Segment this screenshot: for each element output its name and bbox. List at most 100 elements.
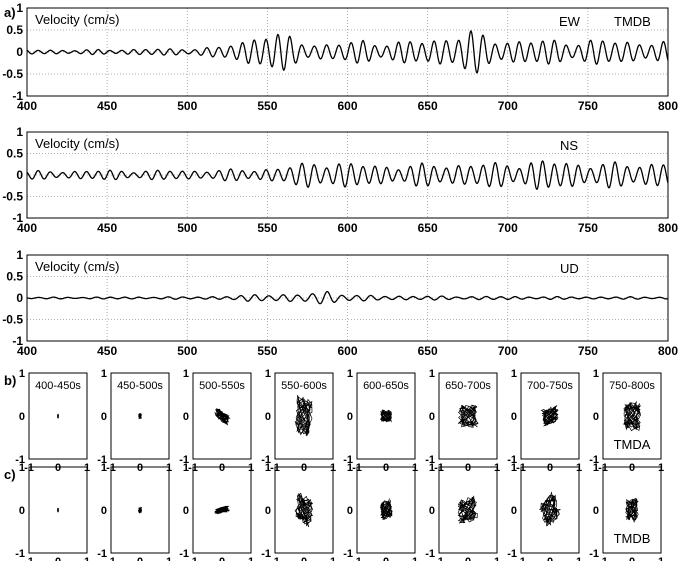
x-tick-label: 700 bbox=[498, 344, 518, 358]
panel-label-c: c) bbox=[4, 467, 16, 482]
y-tick-label: 0 bbox=[347, 505, 353, 517]
x-tick-label: 0 bbox=[301, 556, 307, 561]
hodogram-frame bbox=[274, 372, 334, 460]
hodogram-frame bbox=[192, 372, 252, 460]
y-tick-label: 0 bbox=[347, 411, 353, 423]
y-tick-label: 0 bbox=[101, 505, 107, 517]
y-tick-label: -1 bbox=[12, 211, 23, 225]
hodogram-2-6: -1 0 1 1 0 -1 bbox=[425, 462, 500, 561]
particle-motion-trace bbox=[294, 395, 313, 437]
x-tick-label: 650 bbox=[418, 221, 438, 235]
x-tick-label: 800 bbox=[658, 344, 678, 358]
x-tick-label: 800 bbox=[658, 99, 678, 113]
x-tick-label: 0 bbox=[219, 462, 225, 474]
y-tick-label: 0 bbox=[183, 505, 189, 517]
particle-motion-trace bbox=[622, 401, 642, 432]
particle-motion-trace bbox=[540, 405, 559, 427]
y-tick-label: -1 bbox=[343, 454, 353, 466]
hodogram-frame bbox=[192, 466, 252, 554]
hodogram-frame bbox=[110, 466, 170, 554]
x-tick-label: -1 bbox=[24, 556, 34, 561]
x-tick-label: 400 bbox=[17, 221, 37, 235]
velocity-trace bbox=[26, 160, 669, 190]
particle-motion-trace bbox=[57, 507, 60, 513]
x-tick-label: 0 bbox=[219, 556, 225, 561]
y-tick-label: 0 bbox=[265, 505, 271, 517]
hodogram-frame bbox=[28, 466, 88, 554]
hodogram-frame bbox=[28, 372, 88, 460]
y-tick-label: 1 bbox=[265, 462, 271, 474]
x-tick-label: 650 bbox=[418, 344, 438, 358]
y-tick-label: -1 bbox=[179, 548, 189, 560]
hodogram-1-1: 400-450s-1 0 110-1 bbox=[15, 368, 90, 474]
x-tick-label: -1 bbox=[270, 556, 280, 561]
x-tick-label: 0 bbox=[383, 462, 389, 474]
plot-frame bbox=[26, 131, 669, 219]
station-label: TMDB bbox=[614, 531, 651, 546]
plot-frame bbox=[26, 7, 669, 97]
panel-label-b: b) bbox=[4, 373, 16, 388]
particle-motion-trace bbox=[625, 498, 639, 523]
y-tick-label: 1 bbox=[347, 462, 353, 474]
plot-frame bbox=[26, 254, 669, 342]
hodogram-2-1: -1 0 1 1 0 -1 bbox=[15, 462, 90, 561]
hodogram-1-6: 650-700s-1 0 110-1 bbox=[425, 368, 500, 474]
velocity-chart-1: 400 450 500 550 600 650 700 750 800 1 0.5 0 -0.5 -1 Ve… bbox=[2, 1, 678, 113]
y-tick-label: 1 bbox=[16, 125, 23, 139]
y-tick-label: 1 bbox=[19, 462, 25, 474]
y-tick-label: 0.5 bbox=[6, 270, 23, 284]
y-tick-label: 0 bbox=[101, 411, 107, 423]
time-window-label: 550-600s bbox=[281, 380, 327, 392]
y-tick-label: 0 bbox=[511, 411, 517, 423]
x-tick-label: 750 bbox=[578, 344, 598, 358]
y-tick-label: -1 bbox=[589, 548, 599, 560]
y-tick-label: 0.5 bbox=[6, 23, 23, 37]
y-tick-label: -0.5 bbox=[2, 67, 23, 81]
x-tick-label: -1 bbox=[598, 556, 608, 561]
time-window-label: 750-800s bbox=[609, 380, 655, 392]
velocity-trace bbox=[26, 290, 668, 305]
y-tick-label: 0 bbox=[429, 411, 435, 423]
y-tick-label: -1 bbox=[12, 89, 23, 103]
velocity-chart-2: 400 450 500 550 600 650 700 750 800 1 0.5 0 -0.5 -1 Ve… bbox=[2, 125, 678, 235]
y-tick-label: 0 bbox=[511, 505, 517, 517]
x-tick-label: 700 bbox=[498, 99, 518, 113]
particle-motion-trace bbox=[213, 505, 230, 515]
x-tick-label: 550 bbox=[257, 344, 277, 358]
x-tick-label: 1 bbox=[330, 556, 336, 561]
x-tick-label: -1 bbox=[106, 556, 116, 561]
hodogram-frame bbox=[438, 372, 498, 460]
y-tick-label: 1 bbox=[183, 462, 189, 474]
y-tick-label: -1 bbox=[507, 548, 517, 560]
hodogram-2-3: -1 0 1 1 0 -1 bbox=[179, 462, 254, 561]
y-tick-label: 0 bbox=[16, 168, 23, 182]
time-window-label: 500-550s bbox=[199, 380, 245, 392]
y-tick-label: 0 bbox=[16, 45, 23, 59]
x-tick-label: 700 bbox=[498, 221, 518, 235]
y-tick-label: -1 bbox=[15, 548, 25, 560]
particle-motion-trace bbox=[539, 491, 562, 527]
y-tick-label: -1 bbox=[343, 548, 353, 560]
time-window-label: 600-650s bbox=[363, 380, 409, 392]
y-tick-label: 0 bbox=[593, 411, 599, 423]
hodogram-frame bbox=[438, 466, 498, 554]
time-window-label: 650-700s bbox=[445, 380, 491, 392]
x-tick-label: 600 bbox=[337, 99, 357, 113]
x-tick-label: 400 bbox=[17, 344, 37, 358]
y-tick-label: -1 bbox=[261, 454, 271, 466]
x-tick-label: -1 bbox=[434, 556, 444, 561]
y-tick-label: 0 bbox=[16, 291, 23, 305]
hodogram-2-7: -1 0 1 1 0 -1 bbox=[507, 462, 582, 561]
x-tick-label: 0 bbox=[55, 462, 61, 474]
x-tick-label: 0 bbox=[547, 556, 553, 561]
y-tick-label: 1 bbox=[429, 462, 435, 474]
y-tick-label: 1 bbox=[16, 1, 23, 15]
x-tick-label: -1 bbox=[516, 556, 526, 561]
y-axis-label: Velocity (cm/s) bbox=[35, 259, 120, 274]
y-tick-label: 0.5 bbox=[6, 147, 23, 161]
x-tick-label: 750 bbox=[578, 99, 598, 113]
y-tick-label: 1 bbox=[265, 368, 271, 380]
x-tick-label: 650 bbox=[418, 99, 438, 113]
y-tick-label: -1 bbox=[425, 454, 435, 466]
